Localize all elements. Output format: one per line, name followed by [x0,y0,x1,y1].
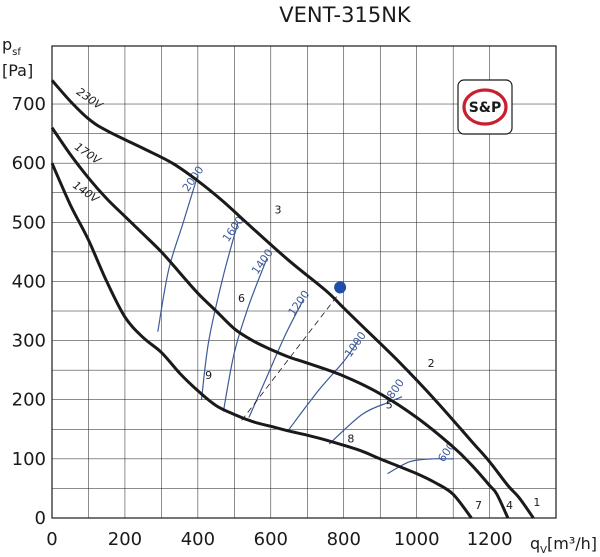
point-label: 7 [475,499,482,512]
x-axis-ticks: 0 200 400 600 800 1000 1200 [46,529,512,550]
y-axis-label: psf [Pa] [2,35,33,80]
y-tick-label: 600 [12,153,46,174]
x-tick-label: 800 [327,529,361,550]
y-axis-unit: [Pa] [2,61,33,80]
y-tick-label: 500 [12,212,46,233]
x-axis-label: qV[m³/h] [530,534,597,556]
rpm-label: 1400 [249,246,276,276]
point-label: 2 [428,357,435,370]
y-tick-label: 200 [12,390,46,411]
x-tick-label: 1200 [467,529,513,550]
x-axis-unit: [m³/h] [547,534,597,553]
y-axis-subscript: sf [12,47,21,58]
plot-frame [51,45,557,519]
y-tick-label: 400 [12,271,46,292]
y-tick-label: 300 [12,331,46,352]
svg-text:psf: psf [2,35,21,58]
sp-logo: S&P [457,79,513,135]
rpm-label: 1200 [286,288,313,318]
rpm-label: 600 [435,440,458,465]
x-tick-label: 400 [181,529,215,550]
x-tick-label: 200 [108,529,142,550]
rpm-line [387,458,454,475]
logo-text: S&P [469,100,502,116]
rpm-line [200,222,239,400]
y-axis-symbol: p [2,35,12,54]
operating-point [334,281,347,294]
rpm-line [288,340,359,430]
x-axis-subscript: V [540,545,547,556]
svg-text:qV[m³/h]: qV[m³/h] [530,534,597,556]
rpm-label: 1000 [342,329,369,359]
rpm-line [328,396,403,445]
x-tick-label: 0 [46,529,57,550]
y-tick-label: 0 [35,508,46,529]
series-label: 140V [70,179,102,207]
rpm-line [222,257,268,412]
x-tick-label: 600 [254,529,288,550]
point-label: 9 [205,369,212,382]
curve-170V [50,126,510,519]
point-label: 1 [533,496,540,509]
point-label: 5 [386,399,393,412]
rpm-line [248,298,305,418]
x-tick-label: 1000 [394,529,440,550]
x-axis-symbol: q [530,534,540,553]
curve-230V [50,79,535,519]
point-label: 3 [274,203,281,216]
point-label: 4 [506,499,513,512]
chart-title: VENT-315NK [279,3,412,27]
y-tick-label: 700 [12,94,46,115]
y-axis-ticks: 0 100 200 300 400 500 600 700 [12,94,46,529]
point-label: 6 [238,292,245,305]
reference-line [241,287,345,421]
performance-curves [50,79,535,519]
curve-140V [50,162,473,519]
y-tick-label: 100 [12,449,46,470]
point-label: 8 [347,432,354,445]
rpm-line [157,174,199,332]
